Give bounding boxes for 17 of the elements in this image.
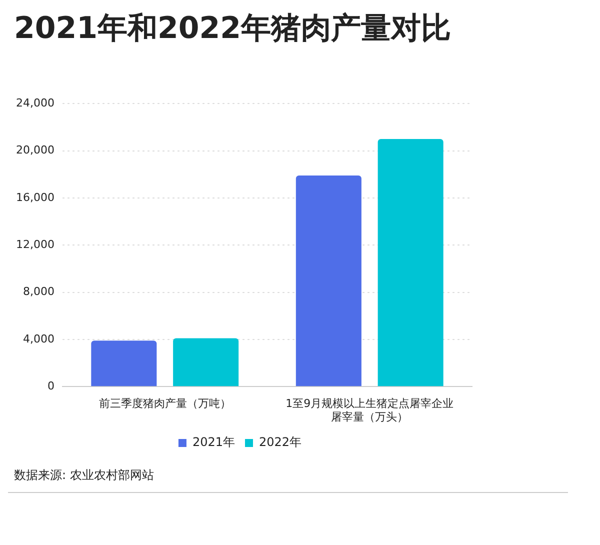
y-tick-label: 4,000 xyxy=(22,332,54,346)
legend-label: 2021年 xyxy=(192,435,236,450)
y-tick-label: 0 xyxy=(47,379,54,392)
y-tick-label: 24,000 xyxy=(16,96,54,110)
chart-title: 2021年和2022年猪肉产量对比 xyxy=(14,10,452,48)
y-tick-label: 20,000 xyxy=(16,144,54,157)
bar xyxy=(296,176,362,386)
y-tick-label: 16,000 xyxy=(16,190,54,204)
x-tick-label: 前三季度猪肉产量（万吨） xyxy=(98,397,231,410)
bar xyxy=(91,340,157,386)
bar xyxy=(173,338,239,386)
x-tick-label: 1至9月规模以上生猪定点屠宰企业屠宰量（万头） xyxy=(286,397,454,424)
legend-label: 2022年 xyxy=(259,435,302,450)
bar xyxy=(378,138,444,386)
source-note: 数据来源: 农业农村部网站 xyxy=(14,467,155,484)
y-tick-label: 8,000 xyxy=(22,285,54,298)
y-tick-label: 12,000 xyxy=(16,238,54,251)
